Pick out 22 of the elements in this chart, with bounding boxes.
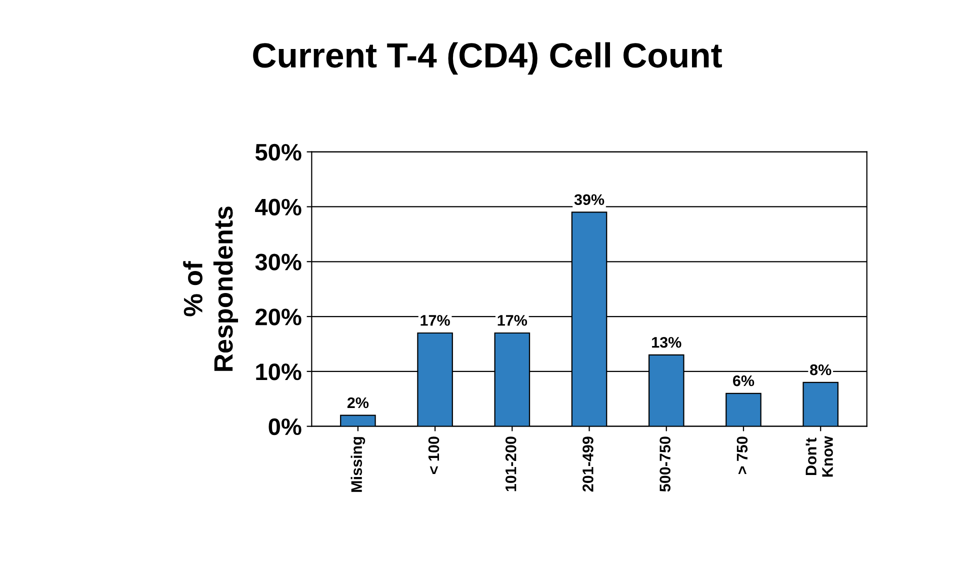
y-tick-label: 50% bbox=[255, 144, 302, 161]
y-axis-title: % of Respondents bbox=[183, 206, 238, 371]
x-tick-label: Don't Know bbox=[806, 436, 833, 477]
y-tick-label: 20% bbox=[256, 308, 302, 326]
x-tick-label: 500-750 bbox=[660, 436, 670, 492]
x-tick-label: < 100 bbox=[428, 436, 440, 474]
chart-title: Current T-4 (CD4) Cell Count bbox=[253, 42, 722, 75]
data-label: 2% bbox=[347, 397, 369, 408]
y-tick-label: 40% bbox=[255, 198, 302, 216]
data-label: 39% bbox=[574, 194, 604, 206]
data-label: 13% bbox=[652, 336, 682, 348]
x-tick-label: 101-200 bbox=[505, 436, 516, 492]
data-label: 17% bbox=[420, 315, 450, 326]
data-label: 8% bbox=[810, 364, 832, 376]
y-tick-label: 0% bbox=[268, 418, 302, 436]
x-tick-label: Missing bbox=[350, 437, 366, 492]
y-tick-label: 30% bbox=[255, 254, 302, 270]
x-tick-label: > 750 bbox=[736, 436, 748, 474]
data-label: 6% bbox=[733, 375, 754, 386]
y-tick-label: 10% bbox=[256, 363, 302, 380]
data-label: 17% bbox=[498, 315, 528, 326]
x-tick-label: 201-499 bbox=[582, 436, 594, 492]
